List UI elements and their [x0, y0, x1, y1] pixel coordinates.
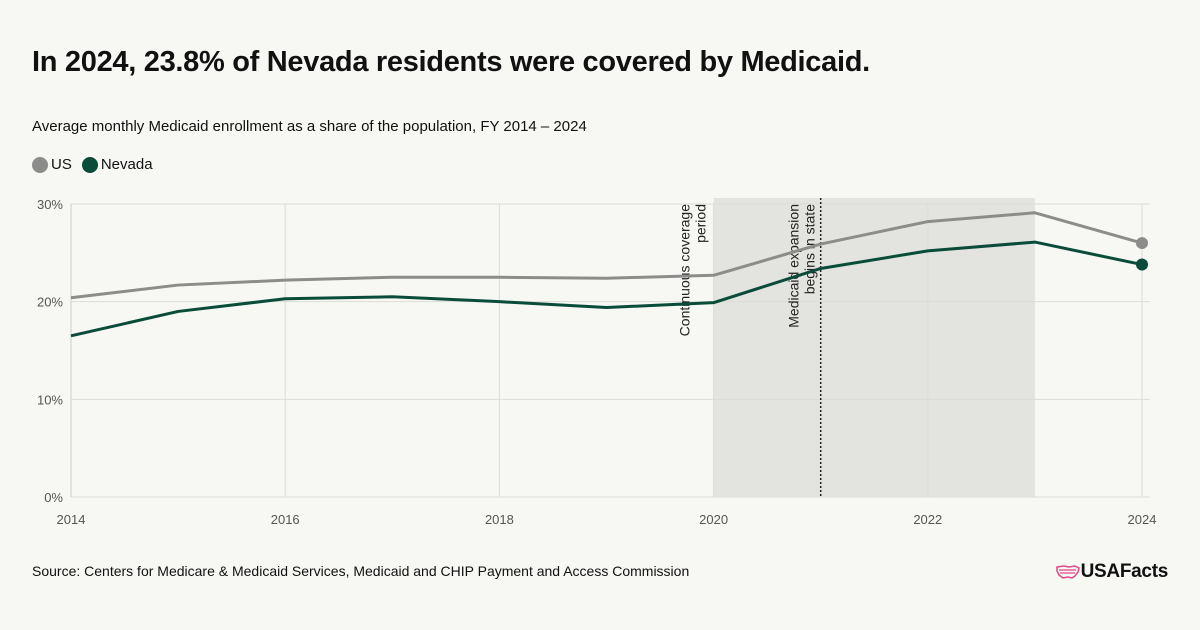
continuous-coverage-label: Continuous coverageperiod: [677, 204, 709, 337]
shaded-region-continuous-coverage: [713, 198, 1035, 497]
chart-title: In 2024, 23.8% of Nevada residents were …: [32, 46, 870, 78]
end-point-nevada: [1136, 258, 1148, 271]
x-tick-label: 2024: [1128, 512, 1157, 527]
series-line-nevada: [70, 240, 1143, 338]
legend-swatch-nevada: [81, 156, 98, 173]
legend-item-nevada: Nevada: [81, 156, 153, 173]
usafacts-logo[interactable]: USAFacts: [1055, 561, 1168, 583]
legend-label-us: US: [51, 156, 72, 173]
x-tick-label: 2022: [913, 512, 942, 527]
end-point-us: [1136, 237, 1148, 250]
logo-text: USAFacts: [1080, 561, 1169, 582]
source-note: Source: Centers for Medicare & Medicaid …: [32, 563, 690, 579]
x-tick-label: 2014: [57, 512, 86, 527]
legend-item-us: US: [32, 156, 72, 173]
chart-subtitle: Average monthly Medicaid enrollment as a…: [32, 118, 587, 135]
legend-swatch-us: [32, 156, 48, 173]
y-tick-label: 10%: [37, 392, 63, 407]
legend-label-nevada: Nevada: [100, 156, 153, 173]
y-tick-label: 30%: [37, 197, 63, 212]
x-tick-label: 2018: [485, 512, 514, 527]
y-tick-label: 20%: [37, 295, 63, 310]
x-tick-label: 2020: [699, 512, 728, 527]
x-tick-label: 2016: [271, 512, 300, 527]
us-map-flag-icon: [1055, 565, 1080, 579]
y-tick-label: 0%: [44, 490, 63, 505]
series-line-us: [70, 211, 1143, 300]
legend: US Nevada: [32, 156, 163, 173]
